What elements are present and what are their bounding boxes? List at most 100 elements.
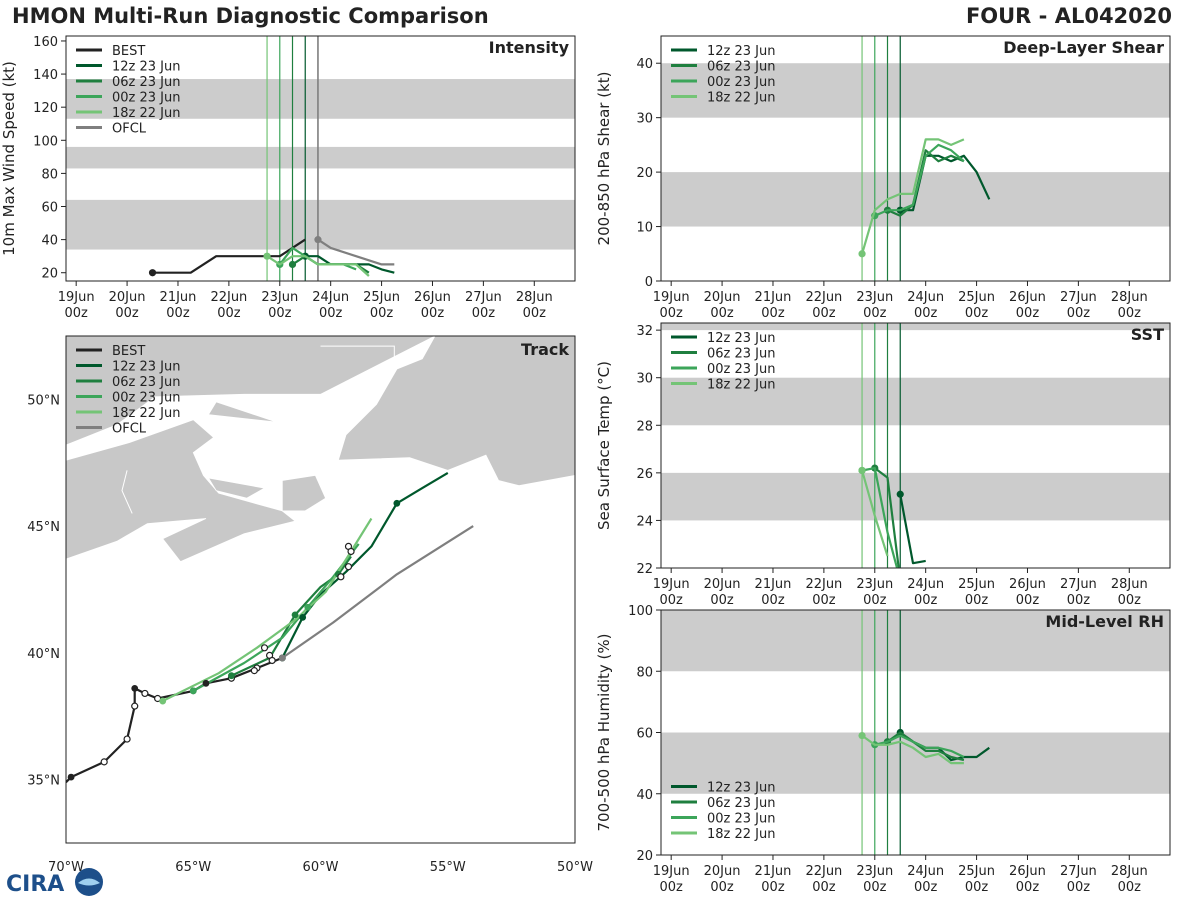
land-mass [66, 419, 296, 563]
legend-label: 18z 22 Jun [112, 106, 181, 121]
series-line-r18z22 [861, 138, 965, 255]
legend-label: OFCL [112, 122, 147, 137]
border-line [320, 345, 395, 364]
x-tick-label: 20Jun [704, 577, 741, 592]
x-tick-label: 20Jun [704, 864, 741, 879]
legend-label: 06z 23 Jun [707, 347, 776, 362]
track-line-r06z23 [230, 555, 352, 677]
y-tick-label: 60 [636, 727, 653, 742]
x-tick-label: 00z [1016, 306, 1040, 321]
plot-area-intensity [66, 36, 575, 281]
panel-shear: 01020304019Jun00z20Jun00z21Jun00z22Jun00… [595, 35, 1171, 321]
track-point-open [344, 563, 353, 571]
legend-label: 12z 23 Jun [707, 331, 776, 346]
x-tick-label: 27Jun [465, 290, 502, 305]
x-tick-label: 00z [1118, 593, 1142, 608]
x-tick-label: 24Jun [907, 290, 944, 305]
cira-logo-text: CIRA [6, 872, 64, 897]
x-tick-label: 00z [268, 306, 292, 321]
series-line-r00z23 [874, 143, 965, 217]
x-tick-label: 00z [965, 306, 989, 321]
plot-area-rh [661, 610, 1170, 855]
x-tick-label: 00z [64, 306, 88, 321]
storm-id: FOUR - AL042020 [965, 4, 1172, 28]
y-tick-label: 80 [41, 167, 58, 182]
shaded-band [661, 377, 1170, 426]
series-line-r00z23 [874, 734, 965, 758]
series-start-point-r18z22 [858, 466, 866, 475]
x-tick-label: 28Jun [1111, 577, 1148, 592]
x-tick-label: 00z [421, 306, 445, 321]
land-mass [207, 401, 278, 423]
y-tick-label: 80 [636, 665, 653, 680]
plot-area-shear [661, 36, 1170, 281]
legend-label: 06z 23 Jun [707, 796, 776, 811]
x-tick-label: 00z [812, 880, 836, 895]
x-tick-label: 21Jun [755, 577, 792, 592]
x-tick-label: 00z [370, 306, 394, 321]
legend-label: 18z 22 Jun [707, 378, 776, 393]
track-line-r00z23 [192, 543, 360, 692]
x-tick-label: 00z [472, 306, 496, 321]
series-line-r18z22 [861, 470, 889, 557]
legend-label: 06z 23 Jun [707, 60, 776, 75]
x-tick-label: 00z [812, 593, 836, 608]
x-tick-label: 28Jun [1111, 290, 1148, 305]
x-tick-label: 21Jun [755, 864, 792, 879]
page-title: HMON Multi-Run Diagnostic Comparison [12, 4, 489, 28]
track-point-open-best [131, 702, 139, 710]
panel-title: Track [521, 340, 569, 359]
series-start-point-r18z22 [858, 250, 866, 258]
panel-rh: 2040608010019Jun00z20Jun00z21Jun00z22Jun… [595, 604, 1171, 895]
y-tick-label: 60 [41, 201, 58, 216]
land-mass [207, 477, 266, 499]
y-tick-label: 0 [645, 275, 653, 290]
x-tick-label: 23Jun [856, 577, 893, 592]
legend-label: 06z 23 Jun [112, 375, 181, 390]
track-point-open-best [100, 758, 108, 766]
track-point-best [67, 773, 75, 781]
x-tick-label: 27Jun [1060, 577, 1097, 592]
legend-label: OFCL [112, 422, 147, 437]
border-line [121, 470, 133, 514]
x-tick-label: 00z [1067, 880, 1091, 895]
y-tick-label: 24 [636, 514, 653, 529]
series-line-r00z23 [861, 467, 899, 568]
legend-label: 00z 23 Jun [707, 75, 776, 90]
x-tick-label: 25Jun [958, 864, 995, 879]
x-tick-label: 27Jun [1060, 290, 1097, 305]
y-tick-label: 20 [636, 166, 653, 181]
panel-title: Intensity [489, 38, 570, 57]
x-tick-label: 28Jun [1111, 864, 1148, 879]
x-tick-label: 00z [1067, 306, 1091, 321]
legend-label: 18z 22 Jun [112, 406, 181, 421]
y-tick-label: 100 [628, 604, 653, 619]
x-tick-label: 24Jun [907, 864, 944, 879]
y-tick-label: 140 [33, 68, 58, 83]
x-tick-label: 23Jun [856, 290, 893, 305]
y-tick-label: 40 [636, 788, 653, 803]
x-tick-label: 23Jun [261, 290, 298, 305]
series-line-best [152, 238, 306, 274]
x-tick-label: 00z [914, 306, 938, 321]
x-tick-label: 55°W [430, 860, 466, 875]
track-point-r18z22 [159, 697, 167, 705]
x-tick-label: 00z [812, 306, 836, 321]
series-start-point-best [148, 269, 157, 277]
track-line-r12z23 [281, 471, 449, 659]
x-tick-label: 00z [761, 593, 785, 608]
track-point-best [131, 684, 139, 692]
x-tick-label: 24Jun [312, 290, 349, 305]
x-tick-label: 70°W [48, 860, 84, 875]
x-tick-label: 00z [761, 880, 785, 895]
y-tick-label: 10 [636, 221, 653, 236]
track-point-open [268, 656, 276, 665]
x-tick-label: 00z [1016, 880, 1040, 895]
shaded-band [66, 146, 575, 169]
legend-label: 06z 23 Jun [112, 75, 181, 90]
x-tick-label: 00z [863, 880, 887, 895]
x-tick-label: 21Jun [755, 290, 792, 305]
